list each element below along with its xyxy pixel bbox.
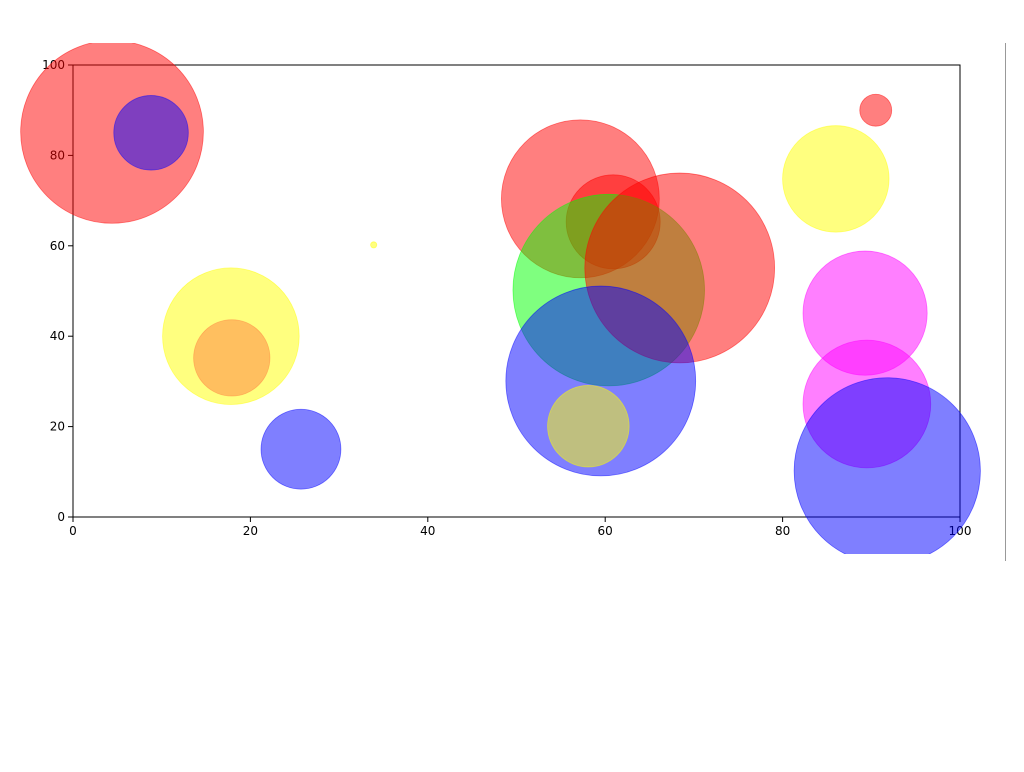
bubble <box>782 125 890 233</box>
plot-frame <box>72 64 961 518</box>
bubble <box>20 43 204 224</box>
y-tick-label: 60 <box>50 239 65 253</box>
x-tick-label: 60 <box>598 524 613 538</box>
bubble <box>193 319 271 397</box>
x-tick-label: 20 <box>243 524 258 538</box>
bubbles <box>20 43 981 554</box>
bubble <box>260 408 342 490</box>
x-tick-label: 0 <box>69 524 77 538</box>
x-tick-label: 40 <box>420 524 435 538</box>
bubble <box>793 377 981 554</box>
bubble <box>370 241 378 249</box>
bubble <box>547 384 630 468</box>
bubble <box>113 95 189 171</box>
x-tick-label: 80 <box>775 524 790 538</box>
y-tick-label: 0 <box>57 510 65 524</box>
bubble <box>859 93 893 127</box>
y-tick-label: 40 <box>50 329 65 343</box>
y-tick-label: 20 <box>50 420 65 434</box>
